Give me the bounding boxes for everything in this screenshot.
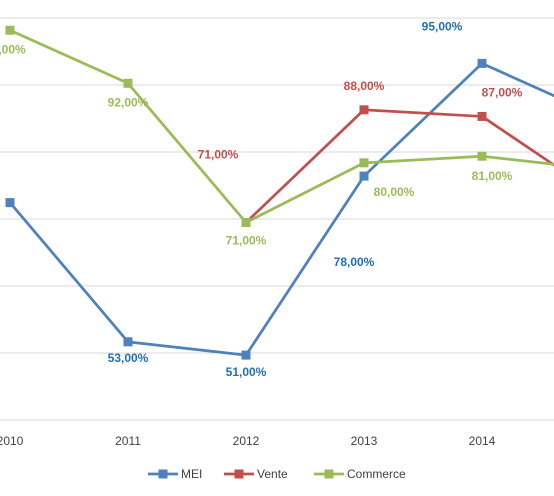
data-point-commerce [241, 218, 251, 227]
legend-swatch-marker [158, 469, 168, 479]
legend-item-vente: Vente [224, 467, 288, 481]
data-label-commerce: 80,00% [374, 185, 415, 199]
data-label-mei: 53,00% [108, 351, 149, 365]
data-labels: 53,00% 51,00% 78,00% 95,00% 71,00% 88,00% 87,0… [0, 19, 523, 379]
legend-label: MEI [181, 467, 202, 481]
x-axis-tick-labels: 201020112012201320142015 [0, 434, 496, 448]
legend-label: Commerce [347, 467, 406, 481]
data-label-commerce: 92,00% [108, 95, 149, 109]
data-label-mei: 95,00% [422, 19, 463, 33]
data-point-vente [477, 111, 487, 121]
data-point-commerce [477, 151, 487, 161]
x-tick-label: 2010 [0, 434, 24, 448]
x-tick-label: 2012 [233, 434, 260, 448]
data-label-vente: 71,00% [198, 148, 239, 162]
x-tick-label: 2014 [469, 434, 496, 448]
data-label-commerce: 81,00% [472, 169, 513, 183]
series-lines [8, 29, 554, 357]
data-label-commerce: 71,00% [226, 234, 267, 248]
series-line-commerce [9, 29, 554, 224]
series-line-vente [245, 108, 554, 224]
data-point-mei [123, 337, 133, 347]
x-tick-label: 2011 [115, 434, 141, 448]
data-label-mei: 78,00% [334, 255, 375, 269]
data-label-vente: 88,00% [344, 79, 385, 93]
data-point-vente [359, 105, 369, 115]
x-tick-label: 2013 [351, 434, 378, 448]
legend-swatch-marker [234, 469, 244, 479]
legend-label: Vente [257, 467, 288, 481]
data-label-vente: 87,00% [482, 85, 523, 99]
data-label-mei: 51,00% [226, 365, 267, 379]
legend-item-mei: MEI [148, 467, 202, 481]
legend-swatch-marker [324, 469, 334, 479]
series-line-mei [8, 62, 554, 357]
data-point-mei [477, 58, 487, 68]
data-point-commerce [123, 78, 133, 88]
series-markers [5, 25, 487, 360]
legend-item-commerce: Commerce [314, 467, 406, 481]
data-point-commerce [5, 25, 15, 35]
legend: MEI Vente Commerce [148, 467, 406, 481]
data-point-mei [241, 350, 251, 360]
data-point-mei [359, 171, 369, 181]
data-point-mei [5, 198, 15, 208]
data-point-commerce [359, 158, 369, 168]
gridlines [0, 17, 554, 421]
data-label-commerce: 100,00% [0, 42, 26, 56]
